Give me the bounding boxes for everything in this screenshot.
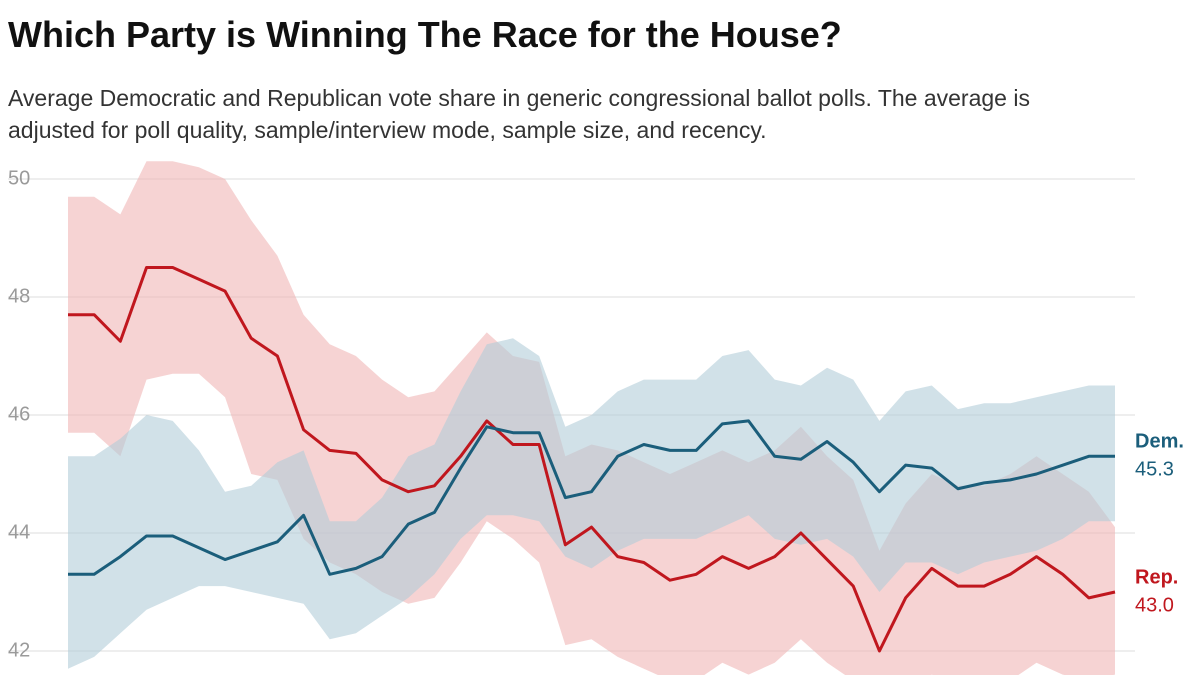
bands <box>68 161 1115 675</box>
legend-label: Dem. <box>1135 431 1184 453</box>
y-tick-label: 48 <box>8 285 30 307</box>
confidence-band <box>68 338 1115 669</box>
series-line <box>68 419 1115 576</box>
end-value-label: 45.3 <box>1135 459 1174 481</box>
y-tick-label: 42 <box>8 639 30 661</box>
chart-subtitle: Average Democratic and Republican vote s… <box>8 85 1030 143</box>
y-tick-label: 50 <box>8 167 30 189</box>
series-line <box>68 266 1116 653</box>
y-tick-label: 46 <box>8 403 30 425</box>
y-tick-label: 44 <box>8 521 30 543</box>
lines: Rep. 43.0 Dem. 45.3 <box>68 266 1184 653</box>
end-value-label: 43.0 <box>1135 594 1174 616</box>
legend-label: Rep. <box>1135 566 1178 588</box>
chart-title: Which Party is Winning The Race for the … <box>8 14 842 55</box>
